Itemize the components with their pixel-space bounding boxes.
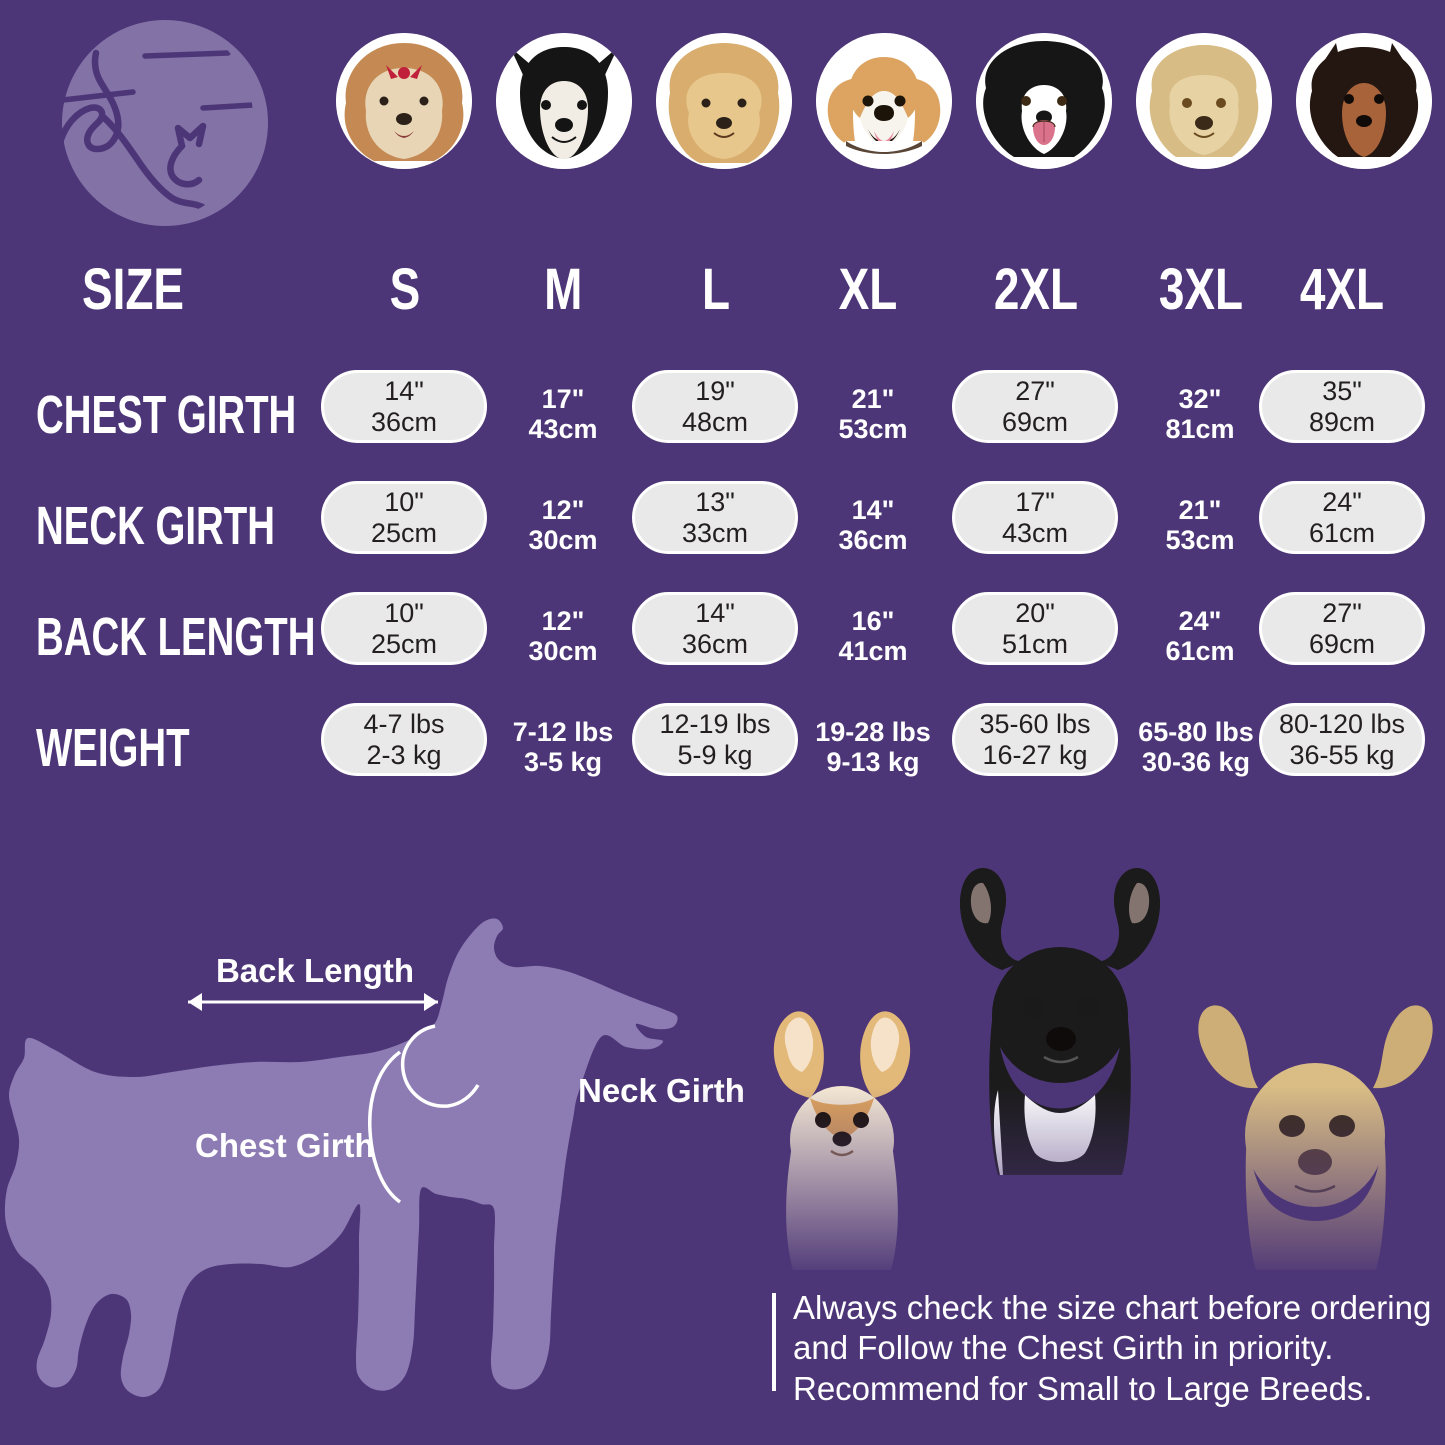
svg-text:Chest Girth: Chest Girth [195, 1127, 375, 1164]
svg-text:Back Length: Back Length [216, 952, 414, 989]
